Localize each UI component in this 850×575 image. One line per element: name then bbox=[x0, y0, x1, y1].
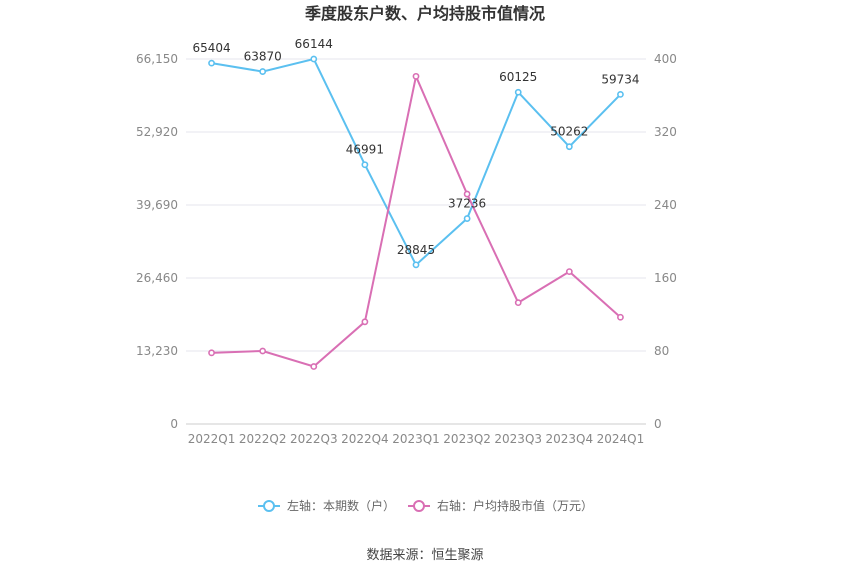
series-0-point[interactable] bbox=[565, 143, 573, 151]
series-0-point[interactable] bbox=[514, 88, 522, 96]
series-1-point[interactable] bbox=[514, 299, 522, 307]
series-1-point[interactable] bbox=[617, 313, 624, 321]
series-1-point[interactable] bbox=[361, 318, 369, 326]
series-0-point[interactable] bbox=[208, 59, 215, 67]
x-tick-label: 2023Q3 bbox=[494, 432, 542, 446]
series-0-point[interactable] bbox=[310, 55, 318, 63]
x-tick-label: 2022Q1 bbox=[188, 432, 236, 446]
data-label: 59734 bbox=[601, 72, 639, 86]
series-1-point[interactable] bbox=[463, 190, 471, 198]
legend-label: 左轴：本期数（户） bbox=[287, 498, 395, 513]
right-tick-label: 400 bbox=[654, 52, 677, 66]
series-1-point[interactable] bbox=[310, 363, 318, 370]
data-label: 28845 bbox=[397, 243, 435, 257]
x-tick-label: 2023Q1 bbox=[392, 432, 440, 446]
series-1-point[interactable] bbox=[412, 72, 420, 80]
data-label: 65404 bbox=[192, 41, 230, 55]
right-tick-label: 320 bbox=[654, 125, 677, 139]
series-0-point[interactable] bbox=[617, 91, 624, 98]
x-tick-label: 2022Q3 bbox=[290, 432, 338, 446]
left-tick-label: 66,150 bbox=[136, 52, 178, 66]
series-1-point[interactable] bbox=[259, 347, 267, 355]
legend-label: 右轴：户均持股市值（万元） bbox=[437, 498, 593, 513]
data-label: 46991 bbox=[346, 143, 384, 157]
data-label: 66144 bbox=[295, 37, 333, 51]
series-0-point[interactable] bbox=[259, 68, 267, 75]
left-tick-label: 13,230 bbox=[136, 344, 178, 358]
series-0-point[interactable] bbox=[412, 261, 420, 269]
series-1-point[interactable] bbox=[208, 349, 215, 357]
right-tick-label: 160 bbox=[654, 271, 677, 285]
right-tick-label: 0 bbox=[654, 417, 662, 431]
right-tick-label: 80 bbox=[654, 344, 669, 358]
right-axis: 0 80 160 240 320 400 bbox=[654, 52, 677, 431]
series-0-point[interactable] bbox=[361, 161, 369, 169]
left-tick-label: 39,690 bbox=[136, 198, 178, 212]
x-tick-label: 2023Q4 bbox=[546, 432, 594, 446]
left-tick-label: 52,920 bbox=[136, 125, 178, 139]
series-line-1 bbox=[211, 73, 622, 368]
data-label: 60125 bbox=[499, 70, 537, 84]
legend-item-1[interactable]: 右轴：户均持股市值（万元） bbox=[408, 498, 593, 513]
left-tick-label: 0 bbox=[170, 417, 178, 431]
legend[interactable]: 左轴：本期数（户） 右轴：户均持股市值（万元） bbox=[258, 498, 593, 513]
data-label: 50262 bbox=[550, 125, 588, 139]
legend-item-0[interactable]: 左轴：本期数（户） bbox=[258, 498, 395, 513]
x-tick-label: 2024Q1 bbox=[597, 432, 645, 446]
x-tick-label: 2023Q2 bbox=[443, 432, 491, 446]
left-axis: 0 13,230 26,460 39,690 52,920 66,150 bbox=[136, 52, 178, 431]
data-labels: 65404 63870 66144 46991 28845 37236 60125 50262… bbox=[192, 37, 639, 257]
source-note: 数据来源：恒生聚源 bbox=[366, 548, 483, 563]
legend-marker bbox=[263, 500, 275, 512]
x-tick-label: 2022Q2 bbox=[239, 432, 287, 446]
left-tick-label: 26,460 bbox=[136, 271, 178, 285]
series-0-point[interactable] bbox=[463, 215, 471, 222]
data-label: 37236 bbox=[448, 197, 486, 211]
grid bbox=[186, 58, 646, 425]
data-label: 63870 bbox=[244, 50, 282, 64]
chart-title: 季度股东户数、户均持股市值情况 bbox=[304, 4, 545, 23]
series-line-0 bbox=[211, 57, 622, 267]
series-lines bbox=[208, 55, 624, 370]
x-tick-label: 2022Q4 bbox=[341, 432, 389, 446]
legend-marker bbox=[413, 500, 425, 512]
series-1-point[interactable] bbox=[565, 268, 573, 276]
x-axis: 2022Q1 2022Q2 2022Q3 2022Q4 2023Q1 2023Q2 2023… bbox=[188, 432, 645, 446]
right-tick-label: 240 bbox=[654, 198, 677, 212]
